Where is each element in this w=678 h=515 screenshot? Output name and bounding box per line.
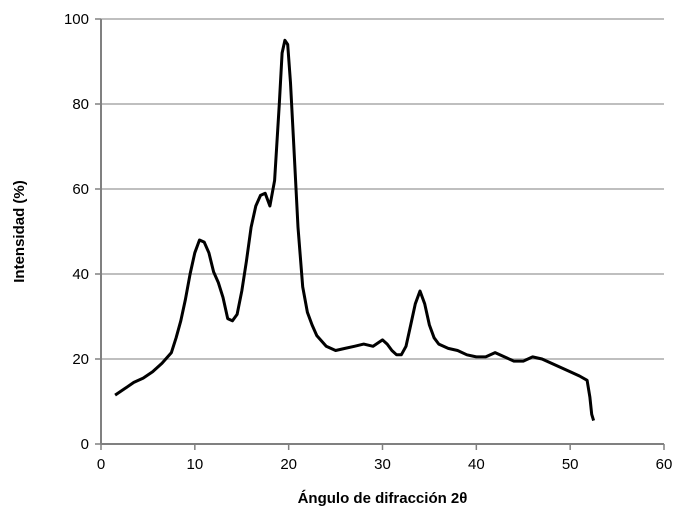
x-tick-label: 30 xyxy=(374,456,391,473)
grid-lines xyxy=(101,18,664,360)
x-tick-label: 10 xyxy=(186,456,203,473)
y-tick-label: 0 xyxy=(81,436,89,453)
axes xyxy=(95,18,665,450)
y-tick-label: 80 xyxy=(72,96,89,113)
series-line xyxy=(114,38,596,422)
y-tick-label: 40 xyxy=(72,266,89,283)
x-tick-label: 60 xyxy=(656,456,673,473)
x-axis-title: Ángulo de difracción 2θ xyxy=(298,490,468,507)
x-tick-label: 0 xyxy=(97,456,105,473)
x-tick-label: 50 xyxy=(562,456,579,473)
y-axis-title: Intensidad (%) xyxy=(11,180,28,283)
x-tick-label: 20 xyxy=(280,456,297,473)
y-tick-label: 20 xyxy=(72,351,89,368)
y-tick-label: 60 xyxy=(72,181,89,198)
y-tick-label: 100 xyxy=(64,11,89,28)
tick-labels: 0 20 40 60 80 100 0 10 20 30 40 50 60 xyxy=(64,11,672,473)
x-tick-label: 40 xyxy=(468,456,485,473)
